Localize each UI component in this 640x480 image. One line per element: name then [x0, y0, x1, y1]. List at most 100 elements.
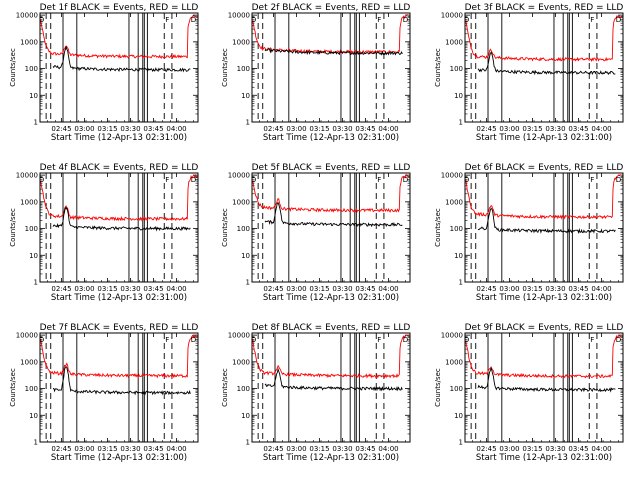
x-tick-label: 03:15 [522, 445, 542, 453]
x-tick-label: 03:00 [286, 285, 306, 293]
x-tick-label: 03:15 [309, 285, 329, 293]
x-tick-label: 03:00 [74, 285, 94, 293]
y-tick-label: 10 [241, 92, 250, 100]
y-tick-label: 100 [450, 225, 463, 233]
x-tick-label: 03:30 [120, 125, 140, 133]
x-axis-label: Start Time (12-Apr-13 02:31:00) [476, 293, 612, 303]
events-series-line [53, 365, 191, 396]
y-axis-label: Counts/sec [434, 48, 442, 87]
y-tick-label: 10000 [441, 332, 463, 340]
y-tick-label: 1000 [20, 38, 38, 46]
x-tick-label: 03:30 [545, 445, 565, 453]
marker-label: D [403, 336, 408, 344]
plot-frame [39, 332, 199, 443]
events-series-line [52, 206, 191, 232]
marker-label: F [165, 176, 169, 184]
y-tick-label: 10 [454, 252, 463, 260]
x-tick-label: 03:00 [499, 445, 519, 453]
x-tick-label: 04:00 [166, 285, 186, 293]
y-tick-label: 10 [454, 92, 463, 100]
marker-label: F [165, 336, 169, 344]
panel-det-1: Det 1f BLACK = Events, RED = LLD 1 10 100 10… [9, 3, 199, 143]
x-tick-label: 03:15 [97, 285, 117, 293]
y-tick-label: 100 [450, 385, 463, 393]
panel-title: Det 6f BLACK = Events, RED = LLD [465, 163, 624, 173]
y-tick-label: 1 [459, 119, 463, 127]
x-tick-label: 04:00 [378, 125, 398, 133]
x-axis-label: Start Time (12-Apr-13 02:31:00) [263, 453, 399, 463]
y-tick-label: 1000 [445, 198, 463, 206]
marker-label: F [590, 16, 594, 24]
plot-frame [251, 12, 411, 123]
y-axis-label: Counts/sec [9, 368, 17, 407]
x-tick-label: 03:15 [309, 445, 329, 453]
y-tick-label: 10 [241, 252, 250, 260]
y-tick-label: 100 [25, 65, 38, 73]
panel-title: Det 8f BLACK = Events, RED = LLD [252, 323, 411, 333]
panel-det-2: Det 2f BLACK = Events, RED = LLD 1 10 100 10… [221, 3, 411, 143]
marker-label: F [377, 176, 381, 184]
y-tick-label: 1000 [232, 198, 250, 206]
x-tick-label: 03:15 [309, 125, 329, 133]
x-tick-label: 03:45 [143, 285, 163, 293]
panel-det-5: Det 5f BLACK = Events, RED = LLD 1 10 100 10… [221, 163, 411, 303]
y-axis-label: Counts/sec [434, 208, 442, 247]
lld-series-line [465, 15, 622, 63]
x-tick-label: 03:00 [286, 125, 306, 133]
marker-label: D [39, 176, 44, 184]
marker-label: D [464, 336, 469, 344]
x-tick-label: 03:00 [74, 125, 94, 133]
x-tick-label: 03:15 [522, 125, 542, 133]
plot-frame [464, 12, 624, 123]
y-tick-label: 1 [34, 279, 38, 287]
x-tick-label: 04:00 [166, 445, 186, 453]
x-tick-label: 03:45 [568, 445, 588, 453]
marker-label: F [377, 16, 381, 24]
x-tick-label: 03:00 [499, 285, 519, 293]
x-axis-label: Start Time (12-Apr-13 02:31:00) [51, 133, 187, 143]
marker-label: D [39, 16, 44, 24]
x-tick-label: 03:15 [97, 445, 117, 453]
x-tick-label: 03:30 [332, 285, 352, 293]
y-tick-label: 10000 [228, 12, 250, 20]
x-tick-label: 03:30 [120, 285, 140, 293]
events-series-line [477, 207, 616, 234]
x-axis-label: Start Time (12-Apr-13 02:31:00) [263, 293, 399, 303]
panel-det-6: Det 6f BLACK = Events, RED = LLD 1 10 100 10… [434, 163, 624, 303]
y-tick-label: 10000 [16, 172, 38, 180]
y-tick-label: 100 [237, 225, 250, 233]
y-tick-label: 10000 [228, 172, 250, 180]
x-tick-label: 03:45 [143, 125, 163, 133]
x-tick-label: 03:30 [545, 285, 565, 293]
x-tick-label: 03:45 [355, 445, 375, 453]
x-tick-label: 02:45 [263, 125, 283, 133]
x-tick-label: 04:00 [591, 125, 611, 133]
panel-det-7: Det 7f BLACK = Events, RED = LLD 1 10 100 10… [9, 323, 199, 463]
marker-label: D [191, 16, 196, 24]
y-tick-label: 1000 [232, 358, 250, 366]
panel-det-4: Det 4f BLACK = Events, RED = LLD 1 10 100 10… [9, 163, 199, 303]
lld-series-line [40, 15, 197, 60]
y-axis-label: Counts/sec [9, 208, 17, 247]
events-series-line [264, 202, 403, 228]
y-tick-label: 10000 [441, 172, 463, 180]
x-axis-label: Start Time (12-Apr-13 02:31:00) [476, 133, 612, 143]
y-tick-label: 10000 [16, 332, 38, 340]
plot-frame [464, 172, 624, 283]
y-tick-label: 10 [29, 412, 38, 420]
marker-label: D [191, 336, 196, 344]
x-axis-label: Start Time (12-Apr-13 02:31:00) [263, 133, 399, 143]
y-tick-label: 1 [246, 119, 250, 127]
y-tick-label: 10000 [441, 12, 463, 20]
marker-label: F [590, 176, 594, 184]
x-axis-label: Start Time (12-Apr-13 02:31:00) [476, 453, 612, 463]
x-tick-label: 03:45 [568, 125, 588, 133]
y-tick-label: 1000 [445, 38, 463, 46]
y-tick-label: 100 [25, 225, 38, 233]
plot-frame [464, 332, 624, 443]
